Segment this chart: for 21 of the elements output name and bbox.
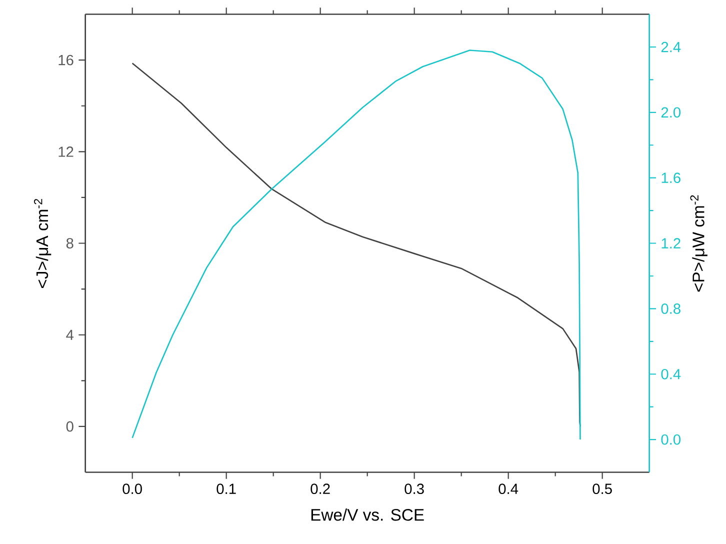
y-axis-title: <J>/μA cm$^{-2}$ [34,199,52,288]
y2-tick-label: 1.6 [662,172,680,184]
y-tick-label: 16 [58,54,74,66]
y2-tick-label: 0.8 [661,304,680,314]
y-tick-label: 12 [58,146,74,157]
y2-tick-label: 0.4 [661,368,681,380]
y-tick-label: 8 [66,238,74,248]
y2-tick-label: 1.2 [662,238,680,248]
x-tick-label: 0.3 [404,484,424,494]
y-tick-label: 4 [66,330,74,340]
x-tick-label: 0.4 [498,484,518,494]
x-tick-label: 0.5 [592,484,612,494]
x-axis-title: Ewe/V vs. SCE [311,508,424,521]
y2-tick-label: 2.0 [661,107,681,118]
y-tick-label: 0 [66,421,74,432]
y2-axis-title: <P>/μW cm$^{-2}$ [690,195,708,292]
y2-tick-label: 2.4 [661,42,681,52]
y2-tick-label: 0.0 [661,434,681,445]
x-tick-label: 0.0 [122,484,142,494]
x-tick-label: 0.1 [216,484,236,494]
x-tick-label: 0.2 [310,484,330,494]
